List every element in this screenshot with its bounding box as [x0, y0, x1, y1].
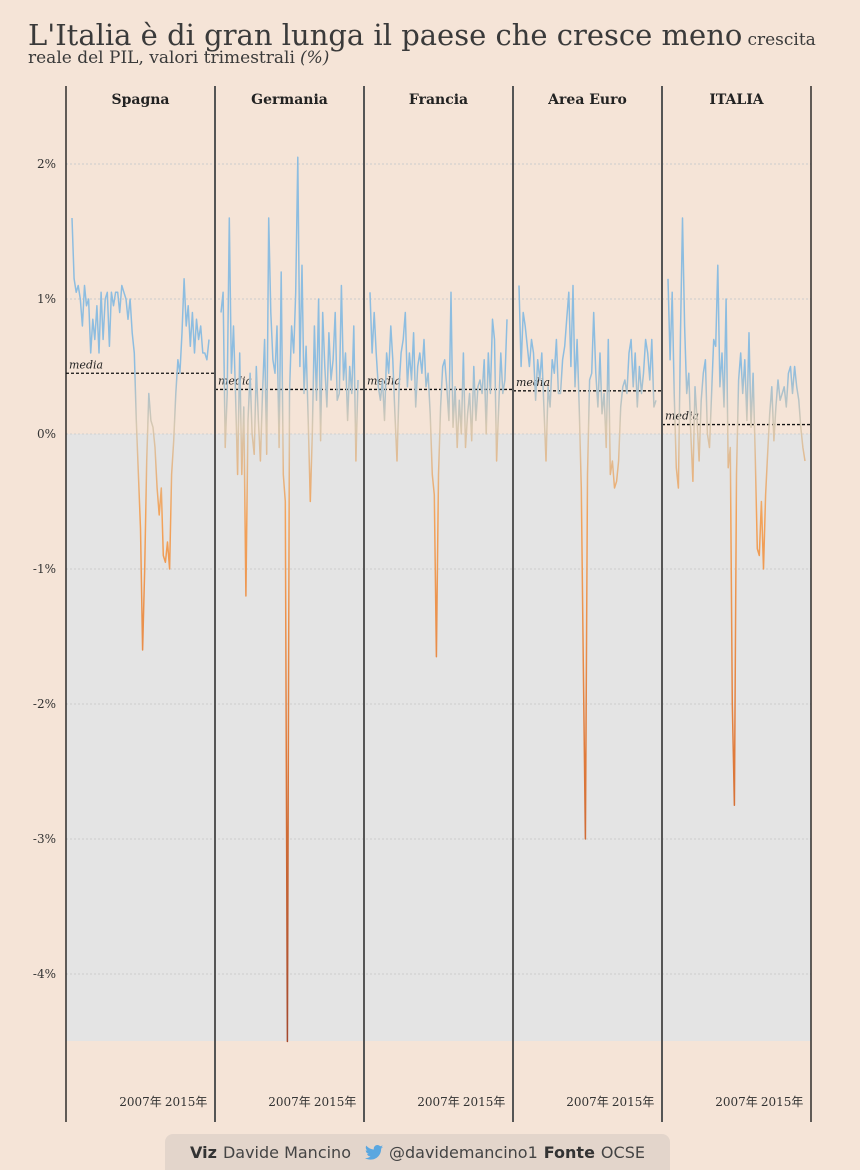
title-block: L'Italia è di gran lunga il paese che cr…: [28, 20, 828, 68]
author-name: Davide Mancino: [222, 1142, 351, 1162]
credits-footer: Viz Davide Mancino @davidemancino1 Fonte…: [165, 1134, 670, 1170]
twitter-handle: @davidemancino1: [388, 1142, 538, 1162]
chart-subtitle: crescita reale del PIL, valori trimestra…: [28, 30, 816, 69]
facet-label: ITALIA: [709, 92, 764, 108]
source-name: OCSE: [600, 1142, 645, 1162]
x-tick-label: 2015年: [761, 1095, 804, 1109]
facet-label: Area Euro: [547, 92, 627, 108]
series-line: [667, 217, 806, 807]
x-tick-label: 2007年: [566, 1095, 609, 1109]
facet-label: Germania: [251, 92, 328, 108]
x-tick-label: 2015年: [612, 1095, 655, 1109]
x-tick-label: 2015年: [314, 1095, 357, 1109]
viz-label: Viz: [190, 1142, 217, 1162]
y-tick-label: -2%: [33, 697, 56, 711]
series-line: [71, 217, 210, 651]
chart-subtitle-unit: (%): [300, 48, 330, 69]
y-tick-label: 1%: [37, 292, 56, 306]
series-line: [220, 156, 359, 1043]
y-tick-label: -1%: [33, 562, 56, 576]
facet-label: Francia: [409, 92, 468, 108]
mean-label: media: [367, 374, 401, 387]
facet-label: Spagna: [111, 92, 169, 108]
x-tick-label: 2007年: [119, 1095, 162, 1109]
y-tick-label: -4%: [33, 967, 56, 981]
y-tick-label: -3%: [33, 832, 56, 846]
y-tick-label: 2%: [37, 157, 56, 171]
x-tick-label: 2007年: [715, 1095, 758, 1109]
x-tick-label: 2015年: [463, 1095, 506, 1109]
x-tick-label: 2007年: [268, 1095, 311, 1109]
x-tick-label: 2007年: [417, 1095, 460, 1109]
series-line: [518, 284, 657, 840]
x-tick-label: 2015年: [165, 1095, 208, 1109]
twitter-bird-icon: [364, 1144, 383, 1160]
mean-label: media: [516, 376, 550, 389]
mean-label: media: [69, 358, 103, 371]
source-label: Fonte: [543, 1142, 595, 1162]
y-tick-label: 0%: [37, 427, 56, 441]
chart-title: L'Italia è di gran lunga il paese che cr…: [28, 18, 743, 52]
series-line: [369, 291, 508, 658]
